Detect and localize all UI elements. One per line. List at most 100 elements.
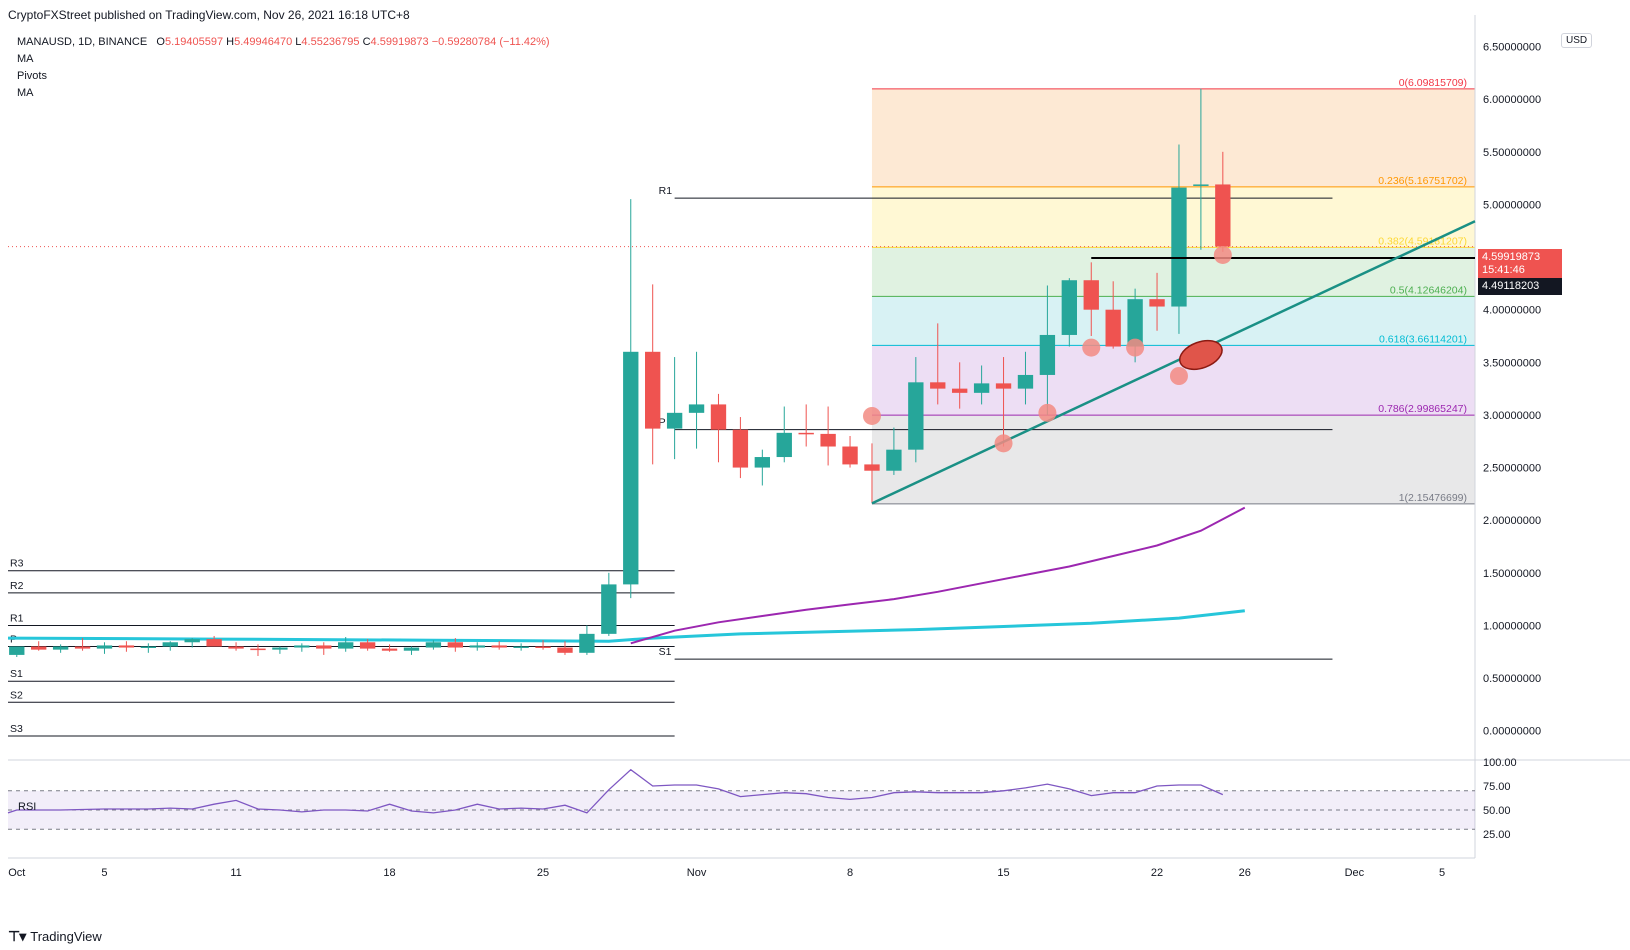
candle-body xyxy=(623,351,639,585)
candle-body xyxy=(294,645,310,648)
fib-level-label: 0.618(3.66114201) xyxy=(1379,333,1467,345)
candle-body xyxy=(9,646,25,655)
rsi-tick-label: 100.00 xyxy=(1483,757,1517,769)
candle-body xyxy=(403,647,420,651)
price-tick-label: 1.00000000 xyxy=(1483,620,1541,632)
candle-body xyxy=(1193,184,1209,186)
rsi-tick-label: 25.00 xyxy=(1483,829,1511,841)
fib-level-label: 1(2.15476699) xyxy=(1399,492,1467,504)
candle-body xyxy=(908,382,924,450)
candle-body xyxy=(820,433,836,447)
price-tick-label: 4.00000000 xyxy=(1483,305,1541,317)
rsi-label: RSI xyxy=(18,801,37,813)
fib-level-label: 0.5(4.12646204) xyxy=(1390,284,1467,296)
time-tick-label: Oct xyxy=(8,867,25,879)
candle-body xyxy=(1171,187,1187,307)
rsi-tick-label: 75.00 xyxy=(1483,781,1511,793)
pivot-label: S1 xyxy=(10,668,23,680)
highlight-marker xyxy=(1169,367,1188,386)
last-price-value: 4.59919873 xyxy=(1482,251,1541,263)
candle-body xyxy=(557,647,573,653)
indicator-ma-2[interactable]: MA xyxy=(17,87,34,99)
candle-body xyxy=(601,584,617,634)
candle-body xyxy=(1127,299,1143,347)
fib-zone xyxy=(871,88,1475,187)
candle-body xyxy=(184,639,200,643)
candle-body xyxy=(995,383,1012,389)
highlight-marker xyxy=(994,434,1013,453)
highlight-marker xyxy=(862,406,881,425)
time-tick-label: 5 xyxy=(101,867,107,879)
chart-legend: MANAUSD, 1D, BINANCE O5.19405597 H5.4994… xyxy=(17,34,550,102)
pivot-label: P xyxy=(659,417,666,429)
candle-body xyxy=(973,383,990,393)
ascending-trend-line xyxy=(871,220,1476,505)
candle-body xyxy=(1215,184,1231,247)
price-tick-label: 0.50000000 xyxy=(1483,673,1541,685)
price-axis[interactable]: 6.50000000 6.00000000 5.50000000 5.00000000… xyxy=(1483,42,1541,738)
ma-fast-line xyxy=(630,506,1246,645)
currency-button[interactable]: USD xyxy=(1561,33,1593,48)
price-tick-label: 5.50000000 xyxy=(1483,147,1541,159)
time-tick-label: Dec xyxy=(1345,867,1365,879)
low-value: 4.55236795 xyxy=(301,36,360,48)
low-label: L xyxy=(295,36,302,48)
candle-body xyxy=(535,646,551,648)
price-tick-label: 2.00000000 xyxy=(1483,515,1541,527)
highlight-ellipse xyxy=(1179,339,1223,371)
candle-body xyxy=(250,648,266,651)
fib-level-label: 0.786(2.99865247) xyxy=(1378,403,1467,415)
candle-body xyxy=(338,642,354,649)
indicator-ma-1[interactable]: MA xyxy=(17,53,34,65)
candle-body xyxy=(52,646,69,650)
pivot-label: R1 xyxy=(659,185,673,197)
rsi-pane: 100.00 75.00 50.00 25.00 xyxy=(7,757,1517,841)
tradingview-logo-icon: ⊤▾ xyxy=(8,928,26,944)
rsi-line xyxy=(7,768,1224,814)
pivot-label: S3 xyxy=(10,723,23,735)
last-price-tag: 4.59919873 15:41:46 xyxy=(1478,249,1562,279)
candle-body xyxy=(1083,280,1099,310)
fib-level-label: 0.236(5.16751702) xyxy=(1378,175,1467,187)
price-tick-label: 1.50000000 xyxy=(1483,568,1541,580)
candle-body xyxy=(666,412,683,429)
time-tick-label: 5 xyxy=(1439,867,1445,879)
price-tick-label: 3.00000000 xyxy=(1483,410,1541,422)
time-tick-label: 18 xyxy=(383,867,395,879)
symbol-label[interactable]: MANAUSD, 1D, BINANCE xyxy=(17,36,148,48)
highlight-markers xyxy=(862,245,1232,453)
pivot-label: R3 xyxy=(10,558,24,570)
candle-body xyxy=(381,648,398,651)
candle-body xyxy=(886,449,902,471)
tradingview-logo[interactable]: ⊤▾ TradingView xyxy=(8,928,102,945)
candles xyxy=(9,88,1231,658)
high-value: 5.49946470 xyxy=(234,36,293,48)
candle-body xyxy=(776,432,792,458)
price-tick-label: 5.00000000 xyxy=(1483,199,1541,211)
candle-body xyxy=(447,642,464,648)
published-header: CryptoFXStreet published on TradingView.… xyxy=(8,8,410,22)
candle-body xyxy=(162,642,178,647)
moving-averages xyxy=(7,506,1246,645)
high-label: H xyxy=(226,36,235,48)
candle-body xyxy=(1017,374,1034,389)
candle-body xyxy=(579,633,595,653)
fib-level-label: 0.382(4.59181207) xyxy=(1378,235,1467,247)
pivot-label: R1 xyxy=(10,612,24,624)
time-tick-label: 22 xyxy=(1151,867,1163,879)
candle-body xyxy=(842,446,858,465)
fib-zone xyxy=(871,415,1475,504)
candle-body xyxy=(732,429,749,468)
price-tick-label: 6.00000000 xyxy=(1483,94,1541,106)
trend-line[interactable] xyxy=(871,220,1476,505)
candle-body xyxy=(118,645,135,648)
ma-slow-line xyxy=(7,609,1245,643)
indicator-pivots[interactable]: Pivots xyxy=(17,70,47,82)
open-label: O xyxy=(156,36,165,48)
fib-level-label: 0(6.09815709) xyxy=(1399,77,1467,89)
time-axis[interactable]: Oct 5 11 18 25 Nov 8 15 22 26 Dec 5 xyxy=(8,867,1445,879)
time-tick-label: 15 xyxy=(997,867,1009,879)
open-value: 5.19405597 xyxy=(164,36,224,48)
candle-body xyxy=(645,351,661,429)
